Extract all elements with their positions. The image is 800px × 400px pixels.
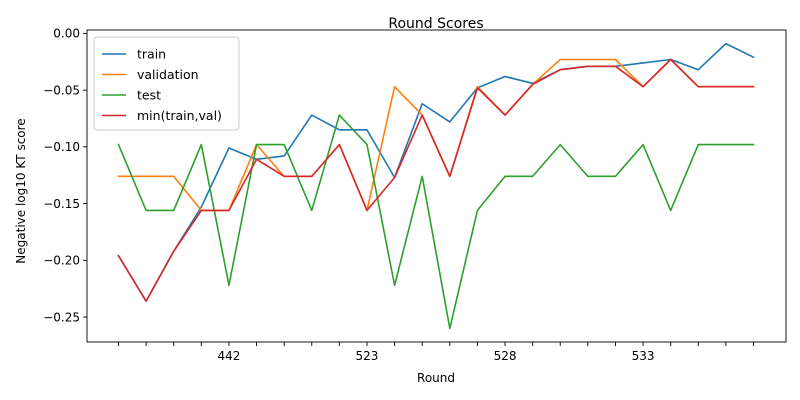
x-tick-label: 442	[217, 349, 240, 363]
y-tick-label: 0.00	[53, 27, 80, 41]
axes: 0.00 −0.05 −0.10 −0.15 −0.20 −0.25 442 523 528 53…	[43, 27, 787, 363]
legend-label: validation	[137, 67, 199, 82]
x-tick-label: 533	[632, 349, 655, 363]
x-axis-title: Round	[417, 371, 455, 385]
legend-box	[93, 36, 240, 131]
legend: train validation test min(train,val)	[93, 36, 240, 131]
legend-label: test	[137, 88, 161, 103]
legend-label: train	[137, 47, 166, 62]
x-tick-label: 523	[356, 349, 379, 363]
chart-title: Round Scores	[388, 16, 483, 32]
series-line-1	[117, 42, 755, 302]
series-line-4	[117, 58, 755, 302]
y-tick-label: −0.05	[43, 83, 80, 97]
plot-frame	[86, 29, 787, 343]
y-tick-label: −0.10	[43, 140, 80, 154]
x-tick-label: 528	[494, 349, 517, 363]
y-tick-label: −0.15	[43, 197, 80, 211]
legend-label: min(train,val)	[137, 108, 222, 123]
y-axis-title: Negative log10 KT score	[14, 118, 28, 263]
plot-area	[117, 42, 755, 330]
y-tick-label: −0.20	[43, 254, 80, 268]
series-line-3	[117, 114, 755, 330]
y-tick-label: −0.25	[43, 310, 80, 324]
